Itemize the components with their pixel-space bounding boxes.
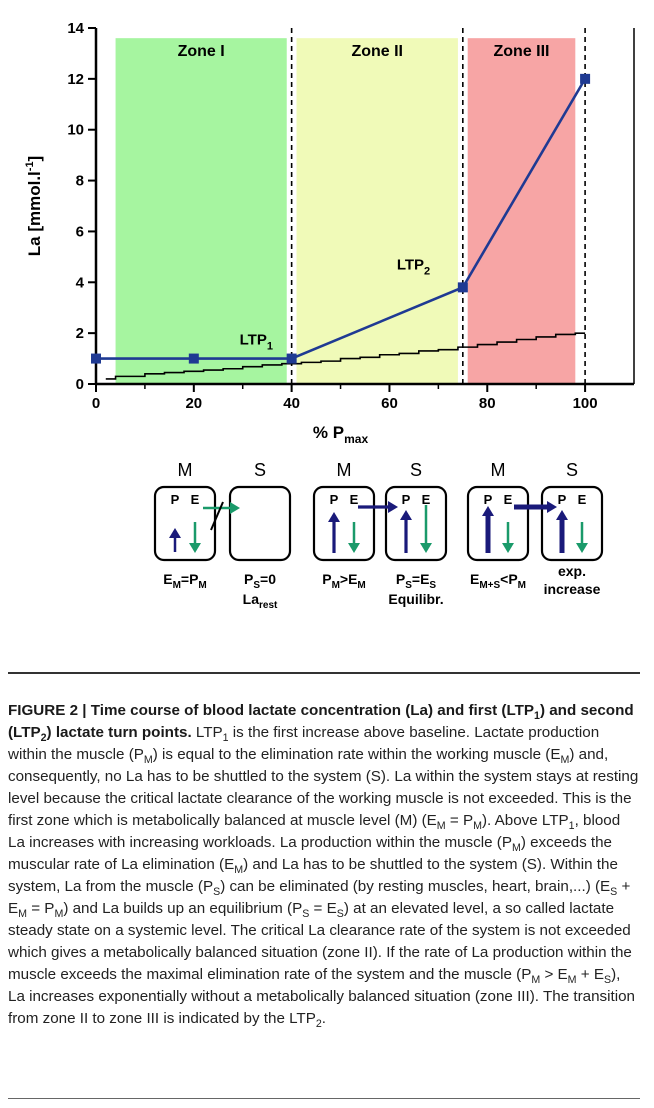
zone-bg-3 [467,38,576,385]
diagram-box-5 [466,485,530,562]
box-p-label: P [330,492,339,507]
la-point [580,73,591,84]
diagram-label-4: PS=ES [396,571,437,591]
x-tick-label: 80 [479,395,496,412]
y-tick-label: 14 [67,20,84,37]
x-tick-label: 60 [381,395,398,412]
diagram-header-6: S [566,460,578,480]
diagram-box-1 [153,485,217,562]
zone-bg-2 [296,38,458,385]
system-step-line [105,332,586,380]
y-tick-label: 2 [76,325,84,342]
box6-e-down-arrow-head [576,543,588,553]
x-tick-label: 40 [283,395,300,412]
diagram-box-6 [540,485,604,562]
diagram-label-3: PM>EM [322,571,366,591]
diagram-label-line2-2: Larest [243,591,278,611]
diagram-label-6: exp. [558,563,586,579]
x-axis-label: % Pmax [313,423,369,446]
transfer-blue-arrow-head [388,501,398,513]
box-e-label: E [350,492,359,507]
x-tick-label: 100 [573,395,598,412]
y-axis-label: La [mmol.l-1] [24,156,44,256]
ltp-label-2: LTP2 [397,256,430,277]
la-point [188,353,199,364]
caption-title: FIGURE 2 | Time course of blood lactate … [8,702,634,745]
diagram-label-1: EM=PM [163,571,207,591]
box3-p-up-arrow-head [328,512,340,522]
lactate-chart: Zone I Zone II Zone III 0 2 4 6 8 10 12 14 0 20 40 60 8… [24,20,635,611]
diagram-box-2 [228,485,292,562]
box5-p-up-arrow-head [482,506,494,516]
diagram-label-2: PS=0 [244,571,276,591]
diagram-header-4: S [410,460,422,480]
plot-area: Zone I Zone II Zone III 0 2 4 6 8 10 12 14 0 20 40 60 8… [24,20,635,446]
x-tick-label: 0 [92,395,100,412]
box-e-label: E [504,492,513,507]
ltp-label-1: LTP1 [240,332,273,353]
zone-label-1: Zone I [178,43,225,60]
box3-e-down-arrow-head [348,543,360,553]
y-tick-label: 0 [76,376,84,393]
zone-label-3: Zone III [494,43,550,60]
diagram-header-2: S [254,460,266,480]
caption-body: LTP1 is the first increase above baselin… [8,724,639,1031]
diagram-header-5: M [491,460,506,480]
y-tick-label: 6 [76,223,84,240]
la-point [286,353,297,364]
box-p-label: P [171,492,180,507]
diagram-box-3 [312,485,376,562]
la-point [457,282,468,293]
diagram-header-3: M [337,460,352,480]
box4-p-up-arrow-head [400,510,412,520]
box4-e-down-arrow-head [420,543,432,553]
y-tick-label: 12 [67,71,84,88]
blocked-slash [210,501,224,531]
zone-label-2: Zone II [351,43,403,60]
diagram-label-5: EM+S<PM [470,571,526,591]
bottom-rule [8,1098,640,1099]
transfer-green-arrow-head [230,502,240,514]
box-p-label: P [484,492,493,507]
box-e-label: E [578,492,587,507]
box5-e-down-arrow-head [502,543,514,553]
figure-caption: FIGURE 2 | Time course of blood lactate … [8,672,640,1030]
diagram-box-4 [384,485,448,562]
box1-e-down-arrow-head [189,543,201,553]
y-tick-label: 8 [76,173,84,190]
x-tick-label: 20 [185,395,202,412]
diagram-label-line2-6: increase [544,581,601,597]
transfer-thick-blue-arrow-head [547,501,557,513]
box1-p-up-arrow-head [169,528,181,538]
box-p-label: P [402,492,411,507]
box-e-label: E [191,492,200,507]
la-point [91,353,101,364]
diagram-header-1: M [178,460,193,480]
box-p-label: P [558,492,567,507]
y-tick-label: 10 [67,122,84,139]
box-e-label: E [422,492,431,507]
zone-bg-1 [115,38,287,385]
box6-p-up-arrow-head [556,510,568,520]
diagram-label-line2-4: Equilibr. [388,591,443,607]
y-tick-label: 4 [76,274,85,291]
